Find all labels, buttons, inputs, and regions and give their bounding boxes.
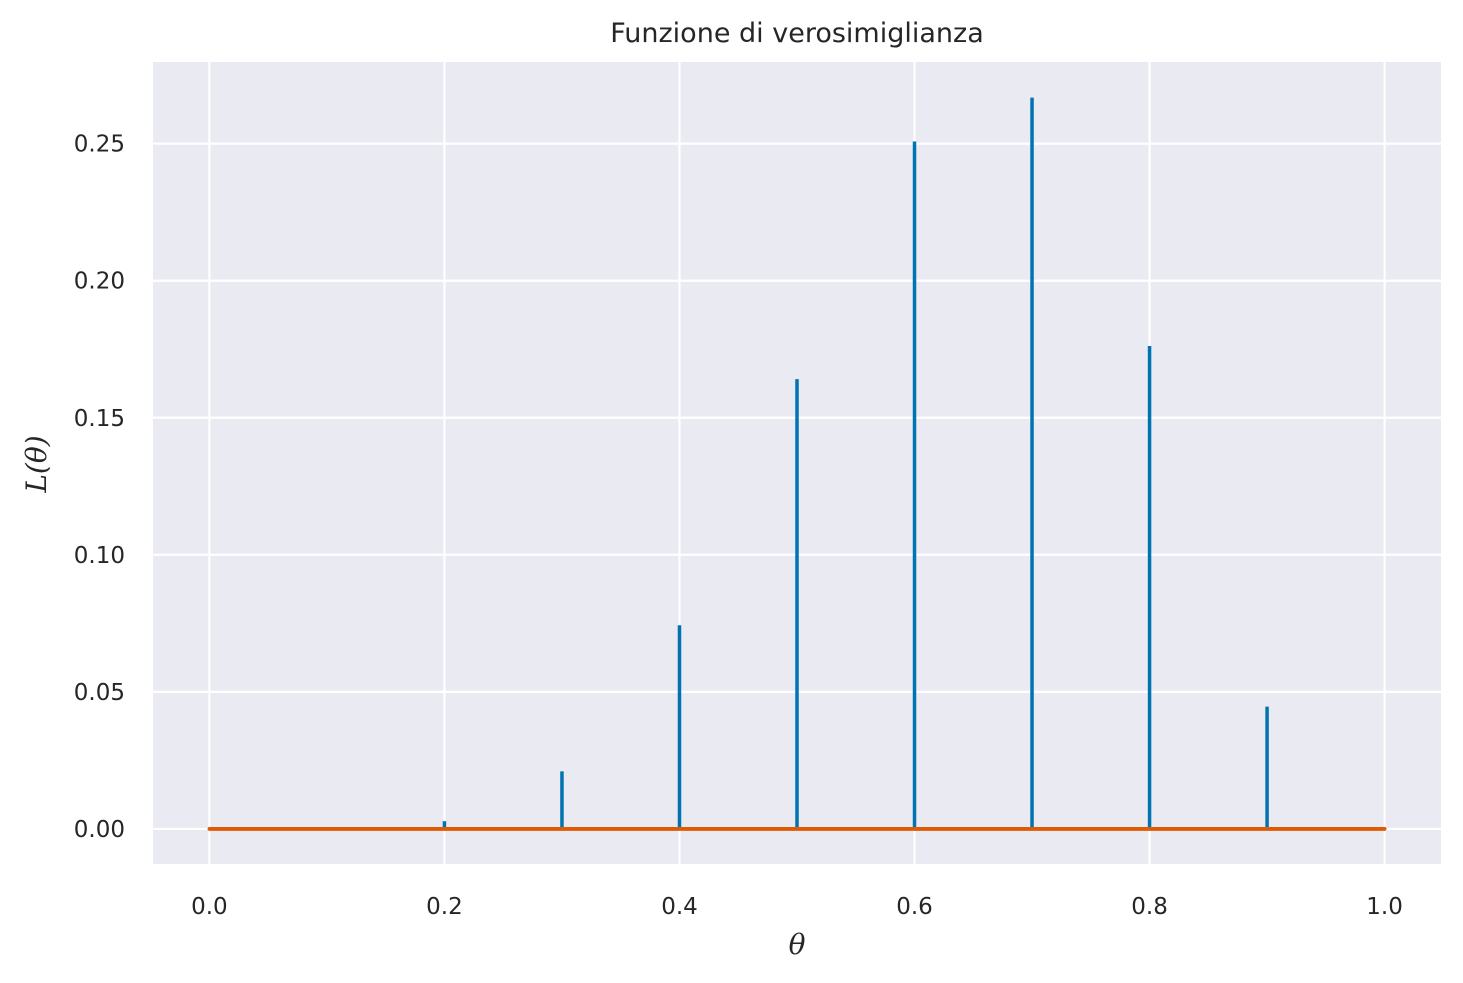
x-tick-label: 0.8 — [1131, 894, 1168, 920]
y-tick-label: 0.00 — [74, 817, 125, 843]
y-tick-label: 0.05 — [74, 680, 125, 706]
chart-title: Funzione di verosimiglianza — [610, 18, 984, 49]
x-tick-label: 1.0 — [1366, 894, 1403, 920]
stem-series — [325, 97, 1269, 829]
y-axis-label: L(θ) — [20, 435, 53, 493]
x-tick-label: 0.4 — [661, 894, 698, 920]
y-tick-label: 0.20 — [74, 269, 125, 295]
y-tick-label: 0.25 — [74, 132, 125, 158]
x-axis-ticks: 0.0 0.2 0.4 0.6 0.8 1.0 — [191, 894, 1403, 920]
x-tick-label: 0.6 — [896, 894, 933, 920]
x-axis-label: θ — [789, 928, 806, 961]
x-tick-label: 0.0 — [191, 894, 228, 920]
y-tick-label: 0.10 — [74, 543, 125, 569]
y-axis-ticks: 0.00 0.05 0.10 0.15 0.20 0.25 — [74, 132, 125, 843]
x-tick-label: 0.2 — [426, 894, 463, 920]
y-tick-label: 0.15 — [74, 406, 125, 432]
